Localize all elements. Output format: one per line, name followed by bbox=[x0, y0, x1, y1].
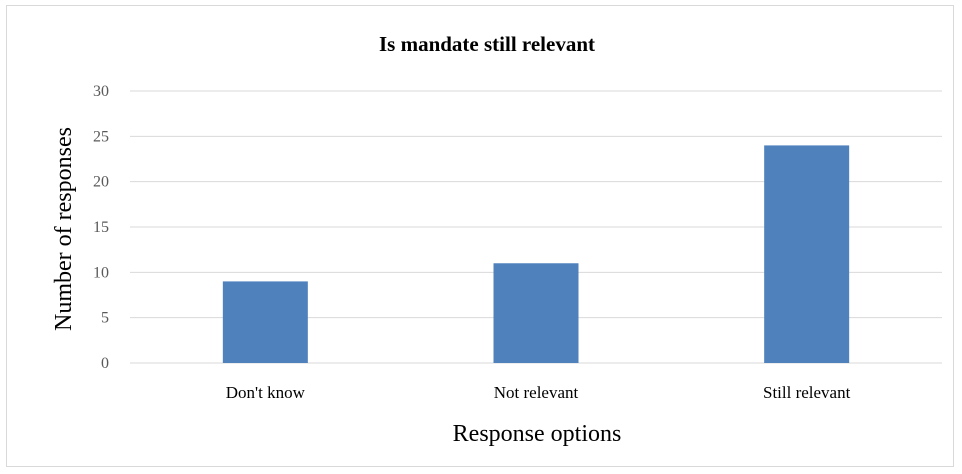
x-axis-categories: Don't know Not relevant Still relevant bbox=[226, 383, 851, 402]
y-tick-label: 20 bbox=[93, 174, 109, 191]
bar bbox=[764, 145, 850, 363]
y-tick-label: 10 bbox=[93, 264, 109, 281]
y-axis-ticks: 0 5 10 15 20 25 30 bbox=[93, 83, 109, 372]
y-tick-label: 5 bbox=[101, 310, 109, 327]
bar bbox=[222, 281, 308, 363]
y-tick-label: 30 bbox=[93, 83, 109, 100]
y-axis-title: Number of responses bbox=[51, 127, 77, 331]
x-category-label: Not relevant bbox=[494, 383, 579, 402]
x-category-label: Still relevant bbox=[763, 383, 851, 402]
chart-title: Is mandate still relevant bbox=[379, 32, 595, 56]
y-tick-label: 0 bbox=[101, 355, 109, 372]
x-axis-title: Response options bbox=[453, 421, 622, 447]
y-tick-label: 15 bbox=[93, 219, 109, 236]
y-tick-label: 25 bbox=[93, 128, 109, 145]
x-category-label: Don't know bbox=[226, 383, 306, 402]
bars bbox=[222, 145, 850, 363]
bar bbox=[493, 263, 579, 363]
